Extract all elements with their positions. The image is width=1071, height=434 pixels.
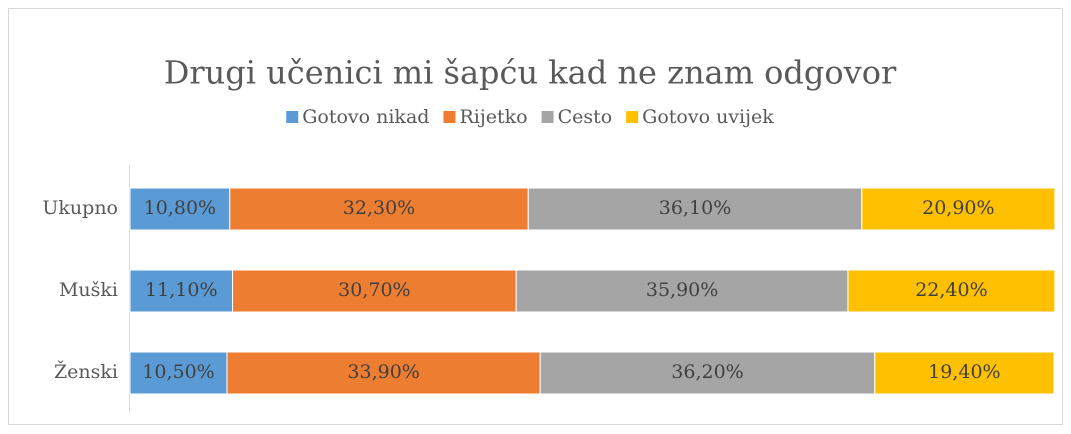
legend-swatch: [443, 111, 456, 123]
data-label: 32,30%: [343, 197, 415, 219]
data-label: 19,40%: [928, 361, 1000, 383]
legend-swatch: [626, 111, 639, 123]
bar-segment: [129, 269, 234, 313]
legend-label: Cesto: [558, 106, 613, 128]
data-label: 22,40%: [915, 279, 987, 301]
category-label: Muški: [59, 279, 118, 301]
data-label: 11,10%: [145, 279, 217, 301]
legend-label: Rijetko: [459, 106, 527, 128]
chart-title: Drugi učenici mi šapću kad ne znam odgov…: [164, 54, 897, 92]
bar-segment: [539, 351, 876, 395]
data-label: 10,80%: [144, 197, 216, 219]
category-label: Ženski: [54, 360, 118, 383]
category-label: Ukupno: [42, 197, 118, 219]
data-label: 36,10%: [659, 197, 731, 219]
legend-swatch: [286, 111, 299, 123]
bar-segment: [129, 351, 228, 395]
bar-segment: [226, 351, 541, 395]
bar-segment: [874, 351, 1055, 395]
data-label: 36,20%: [671, 361, 743, 383]
data-label: 20,90%: [922, 197, 994, 219]
legend-label: Gotovo nikad: [302, 106, 429, 128]
bar-segment: [861, 187, 1056, 231]
data-label: 30,70%: [338, 279, 410, 301]
data-label: 35,90%: [646, 279, 718, 301]
legend-swatch: [541, 111, 554, 123]
bar-segment: [515, 269, 849, 313]
bar-segment: [229, 187, 529, 231]
bar-segment: [847, 269, 1056, 313]
bar-segment: [129, 187, 231, 231]
data-label: 33,90%: [347, 361, 419, 383]
legend-label: Gotovo uvijek: [642, 106, 774, 128]
data-label: 10,50%: [142, 361, 214, 383]
